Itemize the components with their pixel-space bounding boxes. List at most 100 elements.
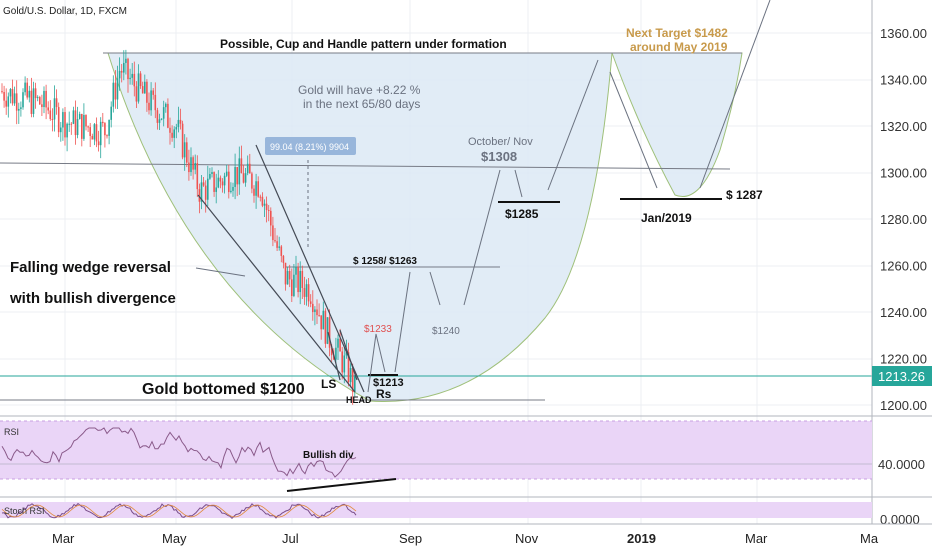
candle-body: [154, 94, 157, 111]
time-label-mar-2019: Mar: [745, 531, 768, 546]
candle-body: [123, 62, 125, 73]
level-1233-text: $1233: [364, 324, 392, 335]
head-text: HEAD: [346, 395, 372, 405]
candle-body: [240, 158, 243, 174]
candle-body: [22, 92, 24, 108]
time-axis[interactable]: Mar May Jul Sep Nov 2019 Mar Ma: [0, 523, 932, 546]
candle-body: [253, 188, 255, 196]
symbol-title: Gold/U.S. Dollar, 1D, FXCM: [3, 6, 127, 17]
candle-body: [127, 58, 129, 80]
candle-body: [293, 274, 295, 297]
candle-body: [349, 368, 352, 383]
candle-body: [337, 338, 339, 348]
rsi-label: RSI: [4, 427, 19, 437]
candle-body: [68, 123, 70, 125]
candle-body: [213, 172, 215, 192]
candle-body: [108, 119, 110, 136]
candle-body: [129, 77, 131, 80]
candle-body: [324, 310, 327, 344]
candle-body: [221, 181, 224, 186]
candle-body: [120, 70, 123, 73]
candle-body: [215, 187, 217, 192]
candle-body: [81, 114, 83, 139]
candle-body: [309, 301, 312, 304]
candle-body: [78, 114, 81, 120]
candle-body: [139, 73, 142, 87]
candle-body: [282, 255, 285, 263]
price-tick-1: 1340.00: [880, 73, 927, 88]
candle-body: [49, 110, 52, 119]
candle-body: [89, 127, 91, 136]
candle-body: [303, 287, 306, 297]
rsi-level-text: 40.0000: [878, 457, 925, 472]
level-1287-text: $ 1287: [726, 188, 763, 202]
candle-body: [177, 119, 180, 128]
jan-2019-text: Jan/2019: [641, 211, 692, 225]
price-axis[interactable]: 1360.00 1340.00 1320.00 1300.00 1280.00 1260.…: [871, 0, 932, 524]
candle-body: [339, 338, 341, 352]
candle-body: [152, 90, 154, 95]
candle-body: [97, 141, 100, 146]
candle-body: [179, 119, 182, 124]
candle-body: [314, 309, 316, 313]
rsi-panel: RSI Bullish div 40.0000: [0, 415, 932, 492]
target-text-1: Next Target $1482: [626, 26, 728, 40]
projection-arrows: [195, 0, 771, 393]
candle-body: [244, 173, 247, 183]
candles: [1, 49, 356, 405]
candle-body: [160, 118, 163, 120]
candle-body: [125, 58, 127, 63]
candle-body: [299, 270, 301, 293]
candle-body: [301, 270, 304, 288]
candle-body: [351, 368, 354, 392]
candle-body: [5, 100, 7, 107]
candle-body: [28, 90, 31, 98]
level-1258-text: $ 1258/ $1263: [353, 256, 417, 267]
candle-body: [272, 225, 274, 241]
candle-body: [169, 127, 171, 133]
oct-nov-text-1: October/ Nov: [468, 136, 533, 148]
stoch-line: [1, 502, 357, 520]
candle-body: [141, 86, 144, 94]
candle-body: [307, 284, 310, 302]
rsi-band: [0, 421, 872, 479]
candle-body: [104, 123, 106, 136]
price-tick-4: 1280.00: [880, 212, 927, 227]
time-label-nov: Nov: [515, 531, 539, 546]
candle-body: [228, 171, 230, 193]
candle-body: [341, 351, 343, 373]
candle-body: [118, 70, 121, 79]
candle-body: [32, 88, 35, 114]
candle-body: [116, 78, 119, 100]
candle-body: [257, 181, 259, 197]
candle-body: [162, 107, 165, 119]
candle-body: [297, 267, 299, 293]
candle-body: [320, 315, 322, 330]
candle-body: [265, 203, 268, 210]
time-label-ma: Ma: [860, 531, 879, 546]
candle-body: [267, 209, 270, 211]
measure-box: [265, 137, 356, 155]
candle-body: [196, 163, 199, 190]
candle-body: [284, 262, 287, 285]
current-price-badge: [872, 366, 932, 386]
gain-text-1: Gold will have +8.22 %: [298, 83, 421, 97]
candle-body: [194, 163, 196, 170]
candle-body: [251, 173, 253, 189]
candle-body: [192, 157, 194, 170]
candle-body: [7, 96, 10, 107]
candle-body: [274, 240, 276, 242]
candle-body: [335, 347, 337, 360]
candle-body: [295, 267, 297, 275]
candle-body: [18, 108, 20, 111]
time-label-2019: 2019: [627, 531, 656, 546]
cup-and-handle-shape: [107, 52, 743, 403]
candle-body: [343, 355, 346, 373]
wedge-text-1: Falling wedge reversal: [10, 259, 171, 276]
candle-body: [148, 102, 150, 111]
candle-body: [186, 142, 188, 163]
level-1213-text: $1213: [373, 377, 404, 389]
candle-body: [167, 103, 169, 128]
candle-body: [211, 172, 213, 174]
